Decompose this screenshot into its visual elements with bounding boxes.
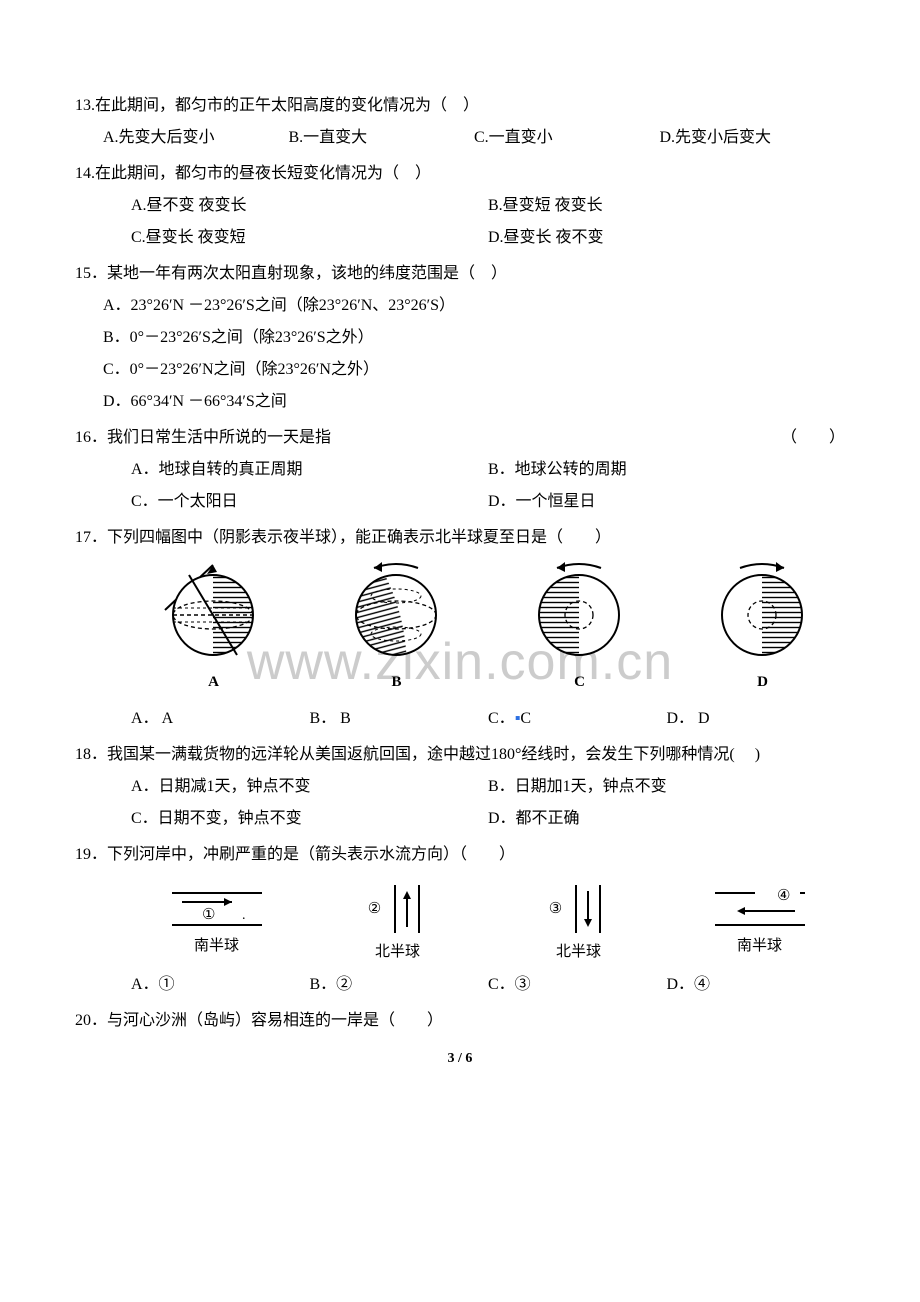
- q17-opt-d: D． D: [667, 703, 846, 735]
- globe-b: B: [314, 560, 479, 697]
- q14-stem: 14.在此期间，都匀市的昼夜长短变化情况为（ ）: [75, 158, 845, 190]
- globe-c-label: C: [574, 667, 585, 697]
- river-3-hemi: 北半球: [556, 937, 601, 967]
- q18-opt-d: D．都不正确: [488, 803, 845, 835]
- q19-opt-b: B．②: [310, 969, 489, 1001]
- river-3: ③ 北半球: [493, 881, 664, 967]
- globe-d-label: D: [757, 667, 768, 697]
- q17-globes: A B: [75, 560, 845, 697]
- q18-opt-c: C．日期不变，钟点不变: [131, 803, 488, 835]
- q13-opt-c: C.一直变小: [474, 122, 660, 154]
- river-3-num: ③: [549, 894, 562, 924]
- river-2: ② 北半球: [312, 881, 483, 967]
- q14-opt-d: D.昼变长 夜不变: [488, 222, 845, 254]
- q16-stem: 16．我们日常生活中所说的一天是指: [75, 422, 331, 454]
- q16-opt-c: C．一个太阳日: [131, 486, 488, 518]
- q20: 20．与河心沙洲（岛屿）容易相连的一岸是（ ）: [75, 1005, 845, 1037]
- q16-opt-d: D．一个恒星日: [488, 486, 845, 518]
- q17-opt-c: C．▪C: [488, 703, 667, 735]
- svg-text:④: ④: [777, 887, 790, 904]
- q13-opt-a: A.先变大后变小: [103, 122, 289, 154]
- q16-opt-b: B．地球公转的周期: [488, 454, 845, 486]
- globe-a: A: [131, 560, 296, 697]
- q13-opt-d: D.先变小后变大: [660, 122, 846, 154]
- globe-d: D: [680, 560, 845, 697]
- q19-stem: 19．下列河岸中，冲刷严重的是（箭头表示水流方向）（ ）: [75, 839, 845, 871]
- river-4-hemi: 南半球: [737, 931, 782, 961]
- globe-a-label: A: [208, 667, 219, 697]
- q15-stem: 15．某地一年有两次太阳直射现象，该地的纬度范围是（ ）: [75, 258, 845, 290]
- q19-opt-a: A．①: [131, 969, 310, 1001]
- q18-opt-b: B．日期加1天，钟点不变: [488, 771, 845, 803]
- q15-opt-c: C．0°－23°26′N之间（除23°26′N之外）: [75, 354, 845, 386]
- globe-b-label: B: [391, 667, 401, 697]
- q19-opt-c: C．③: [488, 969, 667, 1001]
- q15-opt-d: D．66°34′N －66°34′S之间: [75, 386, 845, 418]
- q17-opt-b: B． B: [310, 703, 489, 735]
- page-footer: 3 / 6: [0, 1045, 920, 1073]
- q14-opt-b: B.昼变短 夜变长: [488, 190, 845, 222]
- q18: 18．我国某一满载货物的远洋轮从美国返航回国，途中越过180°经线时，会发生下列…: [75, 739, 845, 835]
- river-1-hemi: 南半球: [194, 931, 239, 961]
- q15-opt-a: A．23°26′N －23°26′S之间（除23°26′N、23°26′S）: [75, 290, 845, 322]
- q17-stem: 17．下列四幅图中（阴影表示夜半球），能正确表示北半球夏至日是（ ）: [75, 522, 845, 554]
- q13-stem: 13.在此期间，都匀市的正午太阳高度的变化情况为（ ）: [75, 90, 845, 122]
- q15-opt-b: B．0°－23°26′S之间（除23°26′S之外）: [75, 322, 845, 354]
- q19-opt-d: D．④: [667, 969, 846, 1001]
- q18-opt-a: A．日期减1天，钟点不变: [131, 771, 488, 803]
- river-2-num: ②: [368, 894, 381, 924]
- q16: 16．我们日常生活中所说的一天是指 （ ） A．地球自转的真正周期 B．地球公转…: [75, 422, 845, 518]
- q14-opt-a: A.昼不变 夜变长: [131, 190, 488, 222]
- river-2-hemi: 北半球: [375, 937, 420, 967]
- river-1: ① . 南半球: [131, 887, 302, 961]
- q15: 15．某地一年有两次太阳直射现象，该地的纬度范围是（ ） A．23°26′N －…: [75, 258, 845, 418]
- svg-text:.: .: [242, 908, 246, 923]
- q16-paren: （ ）: [781, 422, 845, 454]
- q16-opt-a: A．地球自转的真正周期: [131, 454, 488, 486]
- q14: 14.在此期间，都匀市的昼夜长短变化情况为（ ） A.昼不变 夜变长 B.昼变短…: [75, 158, 845, 254]
- q14-opt-c: C.昼变长 夜变短: [131, 222, 488, 254]
- q17: 17．下列四幅图中（阴影表示夜半球），能正确表示北半球夏至日是（ ） A: [75, 522, 845, 735]
- q13: 13.在此期间，都匀市的正午太阳高度的变化情况为（ ） A.先变大后变小 B.一…: [75, 90, 845, 154]
- globe-c: C: [497, 560, 662, 697]
- river-4: ④ 南半球: [674, 887, 845, 961]
- svg-text:①: ①: [202, 906, 215, 923]
- q18-stem: 18．我国某一满载货物的远洋轮从美国返航回国，途中越过180°经线时，会发生下列…: [75, 739, 845, 771]
- q19-rivers: ① . 南半球 ② 北半球 ③: [75, 881, 845, 967]
- q13-opt-b: B.一直变大: [289, 122, 475, 154]
- q20-stem: 20．与河心沙洲（岛屿）容易相连的一岸是（ ）: [75, 1005, 845, 1037]
- q19: 19．下列河岸中，冲刷严重的是（箭头表示水流方向）（ ） ① . 南半球 ②: [75, 839, 845, 1001]
- q17-opt-a: A． A: [131, 703, 310, 735]
